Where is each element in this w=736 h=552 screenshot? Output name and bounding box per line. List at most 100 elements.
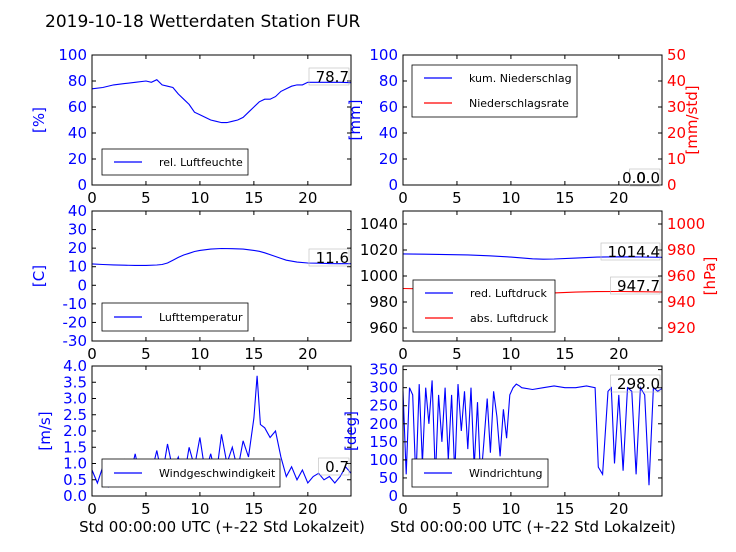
panel-temperature: 0 5 10 15 20-30-20-10010203040[C]Lufttempera… bbox=[30, 202, 352, 363]
x-tick-label-precip-1: 5 bbox=[452, 189, 462, 207]
plot-frame-temperature bbox=[91, 210, 352, 342]
y-tick-label-right-precip-5: 50 bbox=[667, 46, 686, 64]
panel-wind-speed: 0 5 10 15 20 0.00.51.01.52.02.53.03.54.0 [m/s]… bbox=[36, 357, 352, 518]
x-tick-label-temperature-3: 15 bbox=[244, 345, 263, 363]
last-value-precip: 0.0 bbox=[636, 169, 660, 187]
legend-box-pressure bbox=[412, 279, 556, 333]
y-tick-label-right-precip-1: 10 bbox=[667, 150, 686, 168]
last-value-2-precip: 0.0 bbox=[622, 169, 646, 187]
x-tick-label-precip-0: 0 bbox=[398, 189, 408, 207]
series-line-wind-speed-0 bbox=[91, 375, 352, 488]
y-tick-label-precip-5: 100 bbox=[369, 46, 398, 64]
y-tick-label-right-precip-2: 20 bbox=[667, 124, 686, 142]
y-tick-label-wind-direction-6: 300 bbox=[369, 379, 398, 397]
x-tick-label-temperature-1: 5 bbox=[141, 345, 151, 363]
y-tick-label-right-pressure-2: 960 bbox=[667, 267, 696, 285]
last-value-box-precip bbox=[629, 168, 661, 187]
x-tick-label-wind-speed-3: 15 bbox=[244, 500, 263, 518]
last-value-temperature: 11.6 bbox=[316, 249, 349, 267]
x-tick-label-precip-4: 20 bbox=[609, 189, 628, 207]
y-tick-label-wind-speed-0: 0.0 bbox=[63, 487, 87, 505]
y-tick-label-wind-direction-3: 150 bbox=[369, 433, 398, 451]
y-tick-label-wind-speed-1: 0.5 bbox=[63, 471, 87, 489]
x-tick-label-precip-3: 15 bbox=[555, 189, 574, 207]
y-tick-label-wind-speed-2: 1.0 bbox=[63, 455, 87, 473]
series-line-humidity-0 bbox=[91, 79, 352, 124]
legend-entry-precip-0: kum. Niederschlag bbox=[469, 72, 572, 85]
y-tick-label-wind-speed-4: 2.0 bbox=[63, 422, 87, 440]
x-tick-label-humidity-3: 15 bbox=[244, 189, 263, 207]
x-tick-label-wind-direction-4: 20 bbox=[609, 500, 628, 518]
y-tick-label-temperature-7: 40 bbox=[68, 202, 87, 220]
x-tick-label-precip-2: 10 bbox=[501, 189, 520, 207]
x-tick-label-pressure-3: 15 bbox=[555, 345, 574, 363]
panel-humidity: 0 5 10 15 20 0 20 40 60 80 100 [%] rel. Luftfeuchte 7… bbox=[30, 46, 352, 207]
series-line-temperature-0 bbox=[91, 247, 351, 266]
y-tick-label-wind-speed-8: 4.0 bbox=[63, 357, 87, 375]
x-axis-label-left: Std 00:00:00 UTC (+-22 Std Lokalzeit) bbox=[79, 518, 365, 536]
y-axis-label-precip: [mm] bbox=[346, 100, 364, 141]
panel-precip: 0 5 10 15 20 0 20 40 60 80 100 0 10 20 30 40 50 [mm] [mm/s… bbox=[346, 46, 701, 207]
x-tick-label-pressure-1: 5 bbox=[452, 345, 462, 363]
x-tick-label-humidity-0: 0 bbox=[87, 189, 97, 207]
y-axis-label-wind-speed: [m/s] bbox=[36, 411, 54, 450]
y-axis-label-right-precip: [mm/std] bbox=[683, 85, 701, 154]
x-tick-label-humidity-2: 10 bbox=[190, 189, 209, 207]
y-tick-label-right-pressure-4: 1000 bbox=[667, 215, 705, 233]
last-value-pressure: 1014.4 bbox=[608, 243, 661, 261]
last-value-2-pressure: 947.7 bbox=[617, 277, 660, 295]
x-tick-label-temperature-4: 20 bbox=[298, 345, 317, 363]
y-tick-label-humidity-5: 100 bbox=[58, 46, 87, 64]
y-tick-label-pressure-0: 960 bbox=[369, 319, 398, 337]
legend-entry-pressure-0: red. Luftdruck bbox=[470, 287, 547, 300]
legend-entry-temperature-0: Lufttemperatur bbox=[159, 311, 243, 324]
y-tick-label-wind-speed-5: 2.5 bbox=[63, 406, 87, 424]
last-value-box-temperature bbox=[308, 248, 350, 267]
chart-title: 2019-10-18 Wetterdaten Station FUR bbox=[45, 12, 361, 32]
y-tick-label-humidity-4: 80 bbox=[68, 72, 87, 90]
y-tick-label-temperature-5: 20 bbox=[68, 239, 87, 257]
y-tick-label-temperature-3: 0 bbox=[77, 276, 87, 294]
y-tick-label-wind-speed-6: 3.0 bbox=[63, 390, 87, 408]
x-tick-label-humidity-4: 20 bbox=[298, 189, 317, 207]
y-tick-label-temperature-2: -10 bbox=[63, 295, 88, 313]
legend-entry-pressure-1: abs. Luftdruck bbox=[470, 312, 549, 325]
legend-entry-wind-direction-0: Windrichtung bbox=[469, 467, 542, 480]
x-tick-label-wind-direction-2: 10 bbox=[501, 500, 520, 518]
last-value-box-humidity bbox=[308, 67, 350, 86]
y-tick-label-temperature-6: 30 bbox=[68, 221, 87, 239]
plot-frame-precip bbox=[402, 54, 663, 186]
y-tick-label-right-precip-4: 40 bbox=[667, 72, 686, 90]
last-value-wind-speed: 0.7 bbox=[325, 458, 349, 476]
x-tick-label-humidity-1: 5 bbox=[141, 189, 151, 207]
y-tick-label-temperature-0: -30 bbox=[63, 332, 88, 350]
x-tick-label-wind-speed-1: 5 bbox=[141, 500, 151, 518]
y-tick-label-wind-direction-0: 0 bbox=[388, 487, 398, 505]
y-tick-label-precip-3: 60 bbox=[379, 98, 398, 116]
x-tick-label-temperature-2: 10 bbox=[190, 345, 209, 363]
plot-frame-humidity bbox=[91, 54, 352, 186]
y-tick-label-right-precip-3: 30 bbox=[667, 98, 686, 116]
legend-entry-wind-speed-0: Windgeschwindigkeit bbox=[159, 467, 276, 480]
y-tick-label-wind-direction-7: 350 bbox=[369, 361, 398, 379]
y-tick-label-temperature-1: -20 bbox=[63, 313, 88, 331]
y-tick-label-wind-direction-2: 100 bbox=[369, 451, 398, 469]
panel-pressure: 0 5 10 15 20 960 980 1000 1020 1040 920 940 960 980 10… bbox=[360, 210, 719, 363]
plot-frame-wind-direction bbox=[402, 365, 663, 497]
y-tick-label-humidity-0: 0 bbox=[77, 176, 87, 194]
y-tick-label-humidity-1: 20 bbox=[68, 150, 87, 168]
legend-entry-humidity-0: rel. Luftfeuchte bbox=[159, 156, 243, 169]
y-tick-label-pressure-2: 1000 bbox=[360, 267, 398, 285]
y-tick-label-precip-4: 80 bbox=[379, 72, 398, 90]
x-tick-label-pressure-0: 0 bbox=[398, 345, 408, 363]
last-value-box-wind-speed bbox=[318, 457, 350, 476]
last-value-2-box-pressure bbox=[610, 276, 661, 295]
panel-wind-direction: 0 5 10 15 20050100150200250300350[deg]Windri… bbox=[342, 361, 663, 518]
x-tick-label-wind-speed-0: 0 bbox=[87, 500, 97, 518]
y-tick-label-precip-2: 40 bbox=[379, 124, 398, 142]
y-tick-label-pressure-3: 1020 bbox=[360, 241, 398, 259]
y-tick-label-temperature-4: 10 bbox=[68, 258, 87, 276]
y-axis-label-right-pressure: [hPa] bbox=[701, 257, 719, 296]
y-tick-label-wind-direction-1: 50 bbox=[379, 469, 398, 487]
